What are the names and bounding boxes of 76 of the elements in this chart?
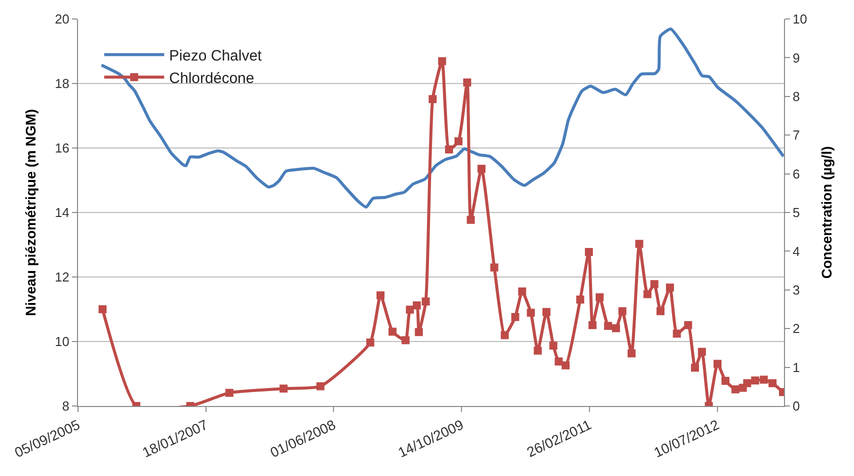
point	[490, 263, 498, 272]
point	[549, 342, 558, 350]
point	[628, 349, 636, 358]
point	[412, 301, 421, 310]
legend-label: Piezo Chalvet	[169, 47, 263, 64]
y2-tick-label: 10	[792, 12, 808, 27]
point	[684, 321, 692, 330]
point	[376, 291, 384, 300]
point	[612, 324, 620, 332]
point	[721, 376, 730, 385]
point	[604, 322, 612, 330]
point	[666, 284, 674, 292]
legend-label: Chlordécone	[169, 70, 254, 87]
point	[534, 346, 542, 355]
point	[714, 360, 722, 368]
point	[466, 216, 475, 224]
point	[526, 308, 535, 317]
point	[596, 293, 604, 302]
point	[463, 78, 472, 86]
y2-tick-label: 2	[792, 321, 800, 336]
y-tick-label: 16	[54, 140, 70, 156]
y-axis-title: Niveau piézométrique (m NGM)	[22, 109, 39, 316]
point	[643, 290, 652, 298]
y2-tick-label: 7	[792, 128, 800, 143]
point	[743, 379, 752, 388]
point	[98, 305, 107, 314]
point	[428, 95, 437, 104]
point	[402, 336, 410, 344]
point	[768, 379, 776, 388]
point	[316, 382, 324, 390]
point	[422, 298, 430, 306]
y2-axis-title: Concentration (µg/l)	[818, 146, 834, 279]
point	[445, 145, 454, 154]
y-tick-label: 20	[54, 12, 70, 27]
point	[542, 308, 550, 316]
y-tick-label: 12	[54, 270, 70, 285]
point	[656, 307, 664, 316]
point	[562, 361, 570, 370]
point	[454, 137, 462, 146]
point	[584, 248, 593, 256]
y2-tick-label: 9	[792, 50, 800, 66]
y2-tick-label: 6	[792, 166, 800, 182]
y2-tick-label: 1	[792, 360, 800, 375]
point	[618, 307, 626, 316]
point	[698, 348, 706, 356]
point	[414, 328, 423, 336]
y2-tick-label: 8	[792, 88, 800, 104]
y2-tick-label: 3	[792, 282, 800, 298]
point	[576, 296, 584, 304]
y2-tick-label: 5	[792, 205, 800, 220]
point	[554, 358, 563, 366]
point	[691, 364, 700, 372]
y-tick-label: 8	[62, 398, 70, 414]
point	[650, 280, 658, 288]
point	[406, 306, 414, 314]
point	[760, 376, 768, 384]
y2-tick-label: 4	[792, 244, 800, 259]
point	[635, 240, 644, 248]
point	[518, 287, 526, 296]
y-tick-label: 14	[54, 205, 70, 220]
point	[511, 312, 520, 321]
point	[731, 385, 740, 394]
point	[438, 57, 446, 66]
point	[751, 376, 760, 384]
point	[280, 384, 288, 393]
point	[366, 338, 374, 347]
line-series	[100, 28, 784, 209]
y-tick-label: 18	[54, 76, 70, 92]
point	[225, 388, 234, 397]
point	[672, 330, 681, 338]
point	[500, 331, 509, 340]
point	[478, 164, 486, 173]
y2-tick-label: 0	[792, 398, 800, 414]
point	[388, 328, 397, 336]
y-tick-label: 10	[54, 334, 70, 350]
point	[588, 321, 596, 330]
